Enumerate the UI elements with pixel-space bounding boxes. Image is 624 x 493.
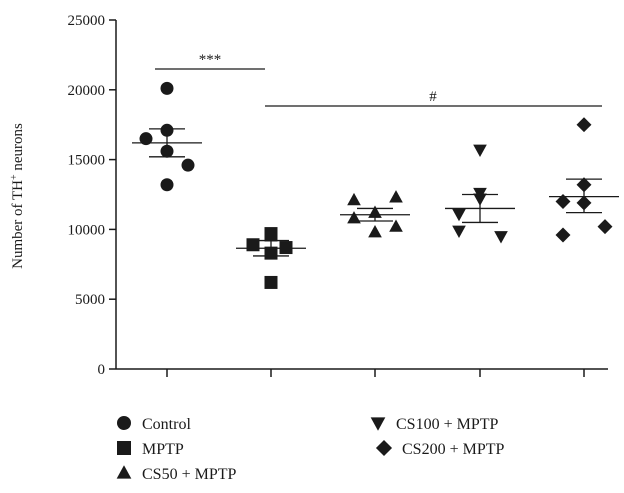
y-axis-title-main: Number of TH (10, 180, 26, 269)
data-point (160, 178, 174, 192)
data-point (389, 190, 403, 203)
group-2 (340, 190, 410, 238)
data-point (452, 225, 466, 238)
data-point (494, 231, 508, 244)
data-point (160, 123, 174, 137)
group-3 (445, 144, 515, 244)
legend-item: MPTP (117, 441, 184, 458)
data-point (139, 132, 153, 146)
legend-item: CS200 + MPTP (375, 439, 504, 458)
data-point (347, 211, 361, 224)
significance-label: *** (199, 52, 222, 68)
data-point (246, 238, 260, 252)
data-point (473, 144, 487, 157)
data-point (555, 194, 571, 209)
data-point (160, 144, 174, 158)
group-1 (236, 227, 306, 289)
y-axis-title: Number of TH+ neurons (9, 123, 27, 269)
data-point (576, 195, 592, 211)
legend-item: CS50 + MPTP (116, 465, 236, 483)
legend-label: Control (142, 416, 191, 433)
data-point (597, 219, 613, 235)
legend-label: CS100 + MPTP (396, 416, 498, 433)
data-point (264, 228, 278, 242)
legend-item: CS100 + MPTP (370, 416, 498, 433)
legend-item: Control (117, 416, 191, 433)
legend-marker (370, 417, 386, 431)
legend-marker (116, 465, 132, 479)
significance-annotations: *** # (155, 52, 602, 107)
y-tick-label: 25000 (68, 13, 106, 29)
y-tick-label: 10000 (68, 222, 106, 238)
data-point (264, 246, 278, 260)
y-tick-label: 20000 (68, 83, 106, 99)
data-point (576, 117, 592, 133)
data-point (576, 177, 592, 193)
legend-label: CS50 + MPTP (142, 466, 236, 483)
data-point (279, 241, 293, 255)
y-axis-title-superscript: + (9, 174, 20, 180)
legend-label: CS200 + MPTP (402, 441, 504, 458)
y-tick-label: 5000 (75, 292, 105, 308)
significance-label: # (429, 89, 437, 105)
legend-label: MPTP (142, 441, 184, 458)
data-point (452, 208, 466, 222)
x-axis (116, 368, 608, 377)
data-point (347, 192, 361, 206)
group-0 (132, 81, 202, 192)
data-groups (132, 81, 619, 289)
y-axis: 0 5000 10000 15000 20000 25000 (68, 13, 117, 378)
data-point (368, 205, 382, 218)
data-point (264, 275, 278, 289)
legend: Control MPTP CS50 + MPTP CS100 + MPTP CS200 … (116, 416, 504, 483)
legend-marker (117, 416, 131, 430)
y-axis-title-suffix: neurons (10, 123, 26, 174)
data-point (555, 227, 571, 243)
data-point (473, 193, 487, 206)
group-4 (549, 117, 619, 243)
legend-marker (117, 441, 131, 455)
legend-marker (375, 439, 393, 457)
y-tick-label: 15000 (68, 153, 106, 169)
data-point (181, 158, 195, 172)
data-point (368, 225, 382, 238)
data-point (389, 219, 403, 232)
y-tick-label: 0 (98, 362, 106, 378)
data-point (160, 81, 174, 95)
